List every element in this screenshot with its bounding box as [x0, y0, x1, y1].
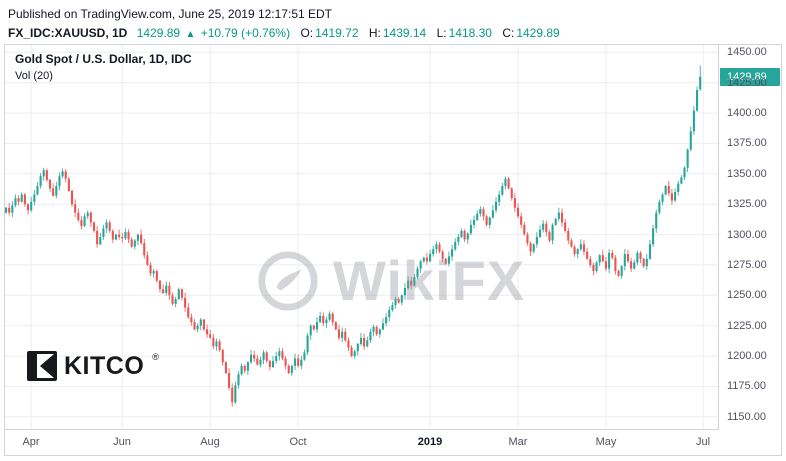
- price-tick: 1200.00: [727, 350, 767, 362]
- quote-line: FX_IDC:XAUUSD, 1D 1429.89 ▲ +10.79 (+0.7…: [8, 26, 560, 40]
- high-value: 1439.14: [382, 26, 427, 40]
- time-tick: Oct: [289, 436, 307, 448]
- volume-indicator-label: Vol (20): [15, 70, 53, 82]
- kitco-branding: KITCO ®: [27, 351, 159, 381]
- time-tick: Mar: [508, 436, 528, 448]
- price-tick: 1425.00: [727, 77, 767, 89]
- candlestick-canvas: [5, 45, 718, 429]
- price-tick: 1325.00: [727, 198, 767, 210]
- price-tick: 1275.00: [727, 259, 767, 271]
- published-line: Published on TradingView.com, June 25, 2…: [8, 7, 332, 21]
- price-tick: 1300.00: [727, 229, 767, 241]
- price-tick: 1175.00: [727, 380, 766, 392]
- time-tick: May: [595, 436, 617, 448]
- low-value: 1418.30: [448, 26, 492, 40]
- last-price: 1429.89: [136, 26, 181, 40]
- time-tick: 2019: [417, 436, 443, 448]
- time-tick: Apr: [22, 436, 40, 448]
- open-value: 1419.72: [315, 26, 359, 40]
- time-axis: Apr Jun Aug Oct 2019 Mar May Jul: [5, 431, 781, 455]
- time-tick: Jun: [113, 436, 131, 448]
- kitco-logo-icon: [27, 351, 57, 381]
- price-tick: 1400.00: [727, 107, 767, 119]
- up-arrow-icon: ▲: [185, 29, 196, 40]
- last-price-tag: 1429.89: [720, 68, 780, 86]
- close-label: C:: [502, 26, 515, 40]
- low-label: L:: [436, 26, 447, 40]
- price-change: +10.79 (+0.76%): [200, 26, 291, 40]
- price-tick: 1375.00: [727, 137, 767, 149]
- chart-plot: [5, 45, 719, 430]
- time-tick: Jul: [695, 436, 711, 448]
- close-value: 1429.89: [516, 26, 560, 40]
- symbol-label: FX_IDC:XAUUSD, 1D: [8, 26, 128, 40]
- registered-mark: ®: [152, 352, 159, 362]
- price-tick: 1150.00: [727, 411, 766, 423]
- price-tick: 1250.00: [727, 289, 767, 301]
- price-tick: 1450.00: [727, 46, 767, 58]
- chart-title: Gold Spot / U.S. Dollar, 1D, IDC: [15, 52, 192, 66]
- open-label: O:: [300, 26, 314, 40]
- time-tick: Aug: [200, 436, 220, 448]
- price-tick: 1350.00: [727, 168, 767, 180]
- high-label: H:: [368, 26, 381, 40]
- chart-container: Gold Spot / U.S. Dollar, 1D, IDC Vol (20…: [4, 44, 782, 456]
- kitco-text: KITCO: [64, 351, 145, 380]
- price-axis: 1429.89 1450.00 1425.00 1400.00 1375.00 1350…: [719, 45, 781, 429]
- price-tick: 1225.00: [727, 320, 767, 332]
